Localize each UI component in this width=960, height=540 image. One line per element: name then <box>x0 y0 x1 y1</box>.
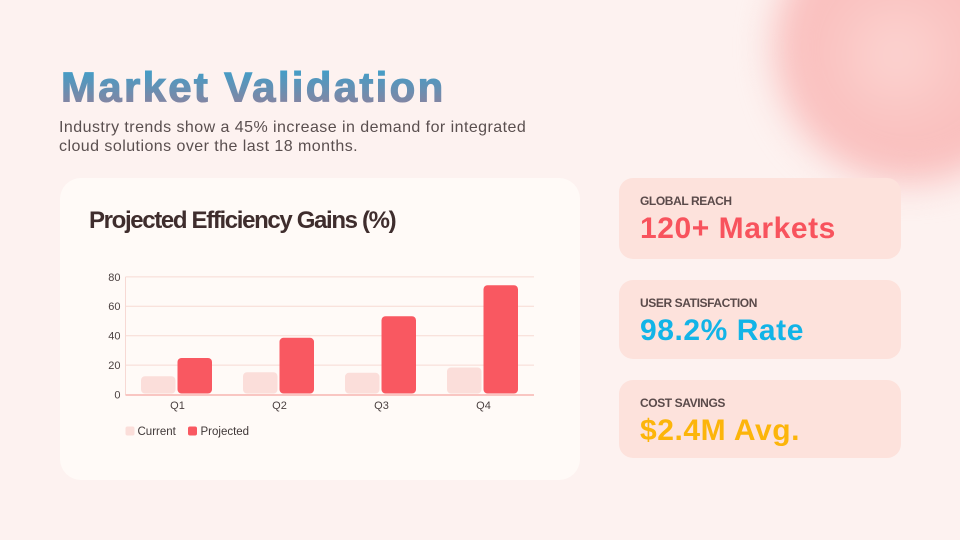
svg-text:Q3: Q3 <box>374 400 389 412</box>
svg-text:60: 60 <box>108 301 120 313</box>
svg-text:80: 80 <box>108 272 120 284</box>
svg-text:Projected: Projected <box>201 426 250 438</box>
svg-text:Q2: Q2 <box>272 400 287 412</box>
svg-text:Q1: Q1 <box>170 400 185 412</box>
svg-text:Q4: Q4 <box>476 400 491 412</box>
svg-text:Current: Current <box>138 426 177 438</box>
svg-text:40: 40 <box>108 331 120 343</box>
svg-text:Market Validation: Market Validation <box>61 64 446 111</box>
svg-text:20: 20 <box>108 360 120 372</box>
svg-text:0: 0 <box>114 389 120 401</box>
